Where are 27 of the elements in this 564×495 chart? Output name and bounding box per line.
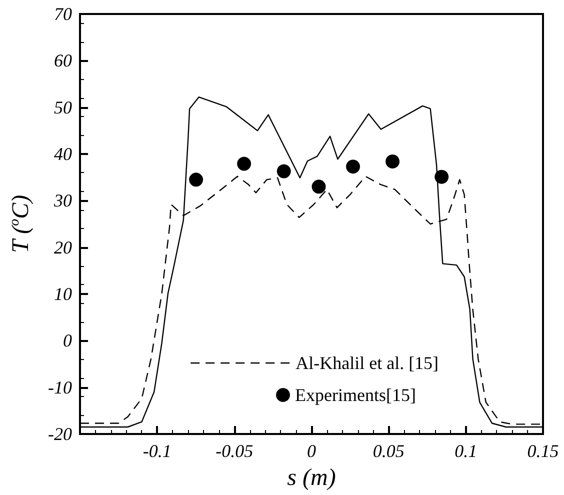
point xyxy=(237,156,252,171)
y-tick-label: 40 xyxy=(54,144,72,164)
legend-label: Experiments[15] xyxy=(295,385,416,405)
x-axis-title: s (m) xyxy=(287,465,336,491)
x-tick-label: 0.05 xyxy=(372,441,404,461)
y-axis-title: T (oC) xyxy=(8,194,34,253)
x-tick-label: -0.05 xyxy=(216,441,254,461)
y-tick-label: 10 xyxy=(54,284,72,304)
y-tick-label: 70 xyxy=(54,4,72,24)
point xyxy=(276,164,291,178)
point xyxy=(386,154,400,168)
text: Al-Khalil et al. [15] xyxy=(296,353,439,373)
point xyxy=(434,170,449,184)
x-tick-label: -0.1 xyxy=(142,441,172,461)
point xyxy=(189,172,204,187)
y-tick-label: 60 xyxy=(54,50,72,71)
y-tick-label: 30 xyxy=(53,190,72,211)
y-tick-label: -10 xyxy=(48,377,72,398)
y-tick-label: 50 xyxy=(54,97,72,118)
x-tick-label: 0.15 xyxy=(527,441,559,461)
x-tick-label: 0.1 xyxy=(454,441,478,461)
x-tick-label: 0 xyxy=(307,441,316,461)
y-tick-label: 20 xyxy=(54,237,72,258)
point xyxy=(346,160,360,174)
point xyxy=(312,180,326,194)
y-tick-label: 0 xyxy=(63,330,72,351)
y-tick-label: -20 xyxy=(48,424,72,444)
